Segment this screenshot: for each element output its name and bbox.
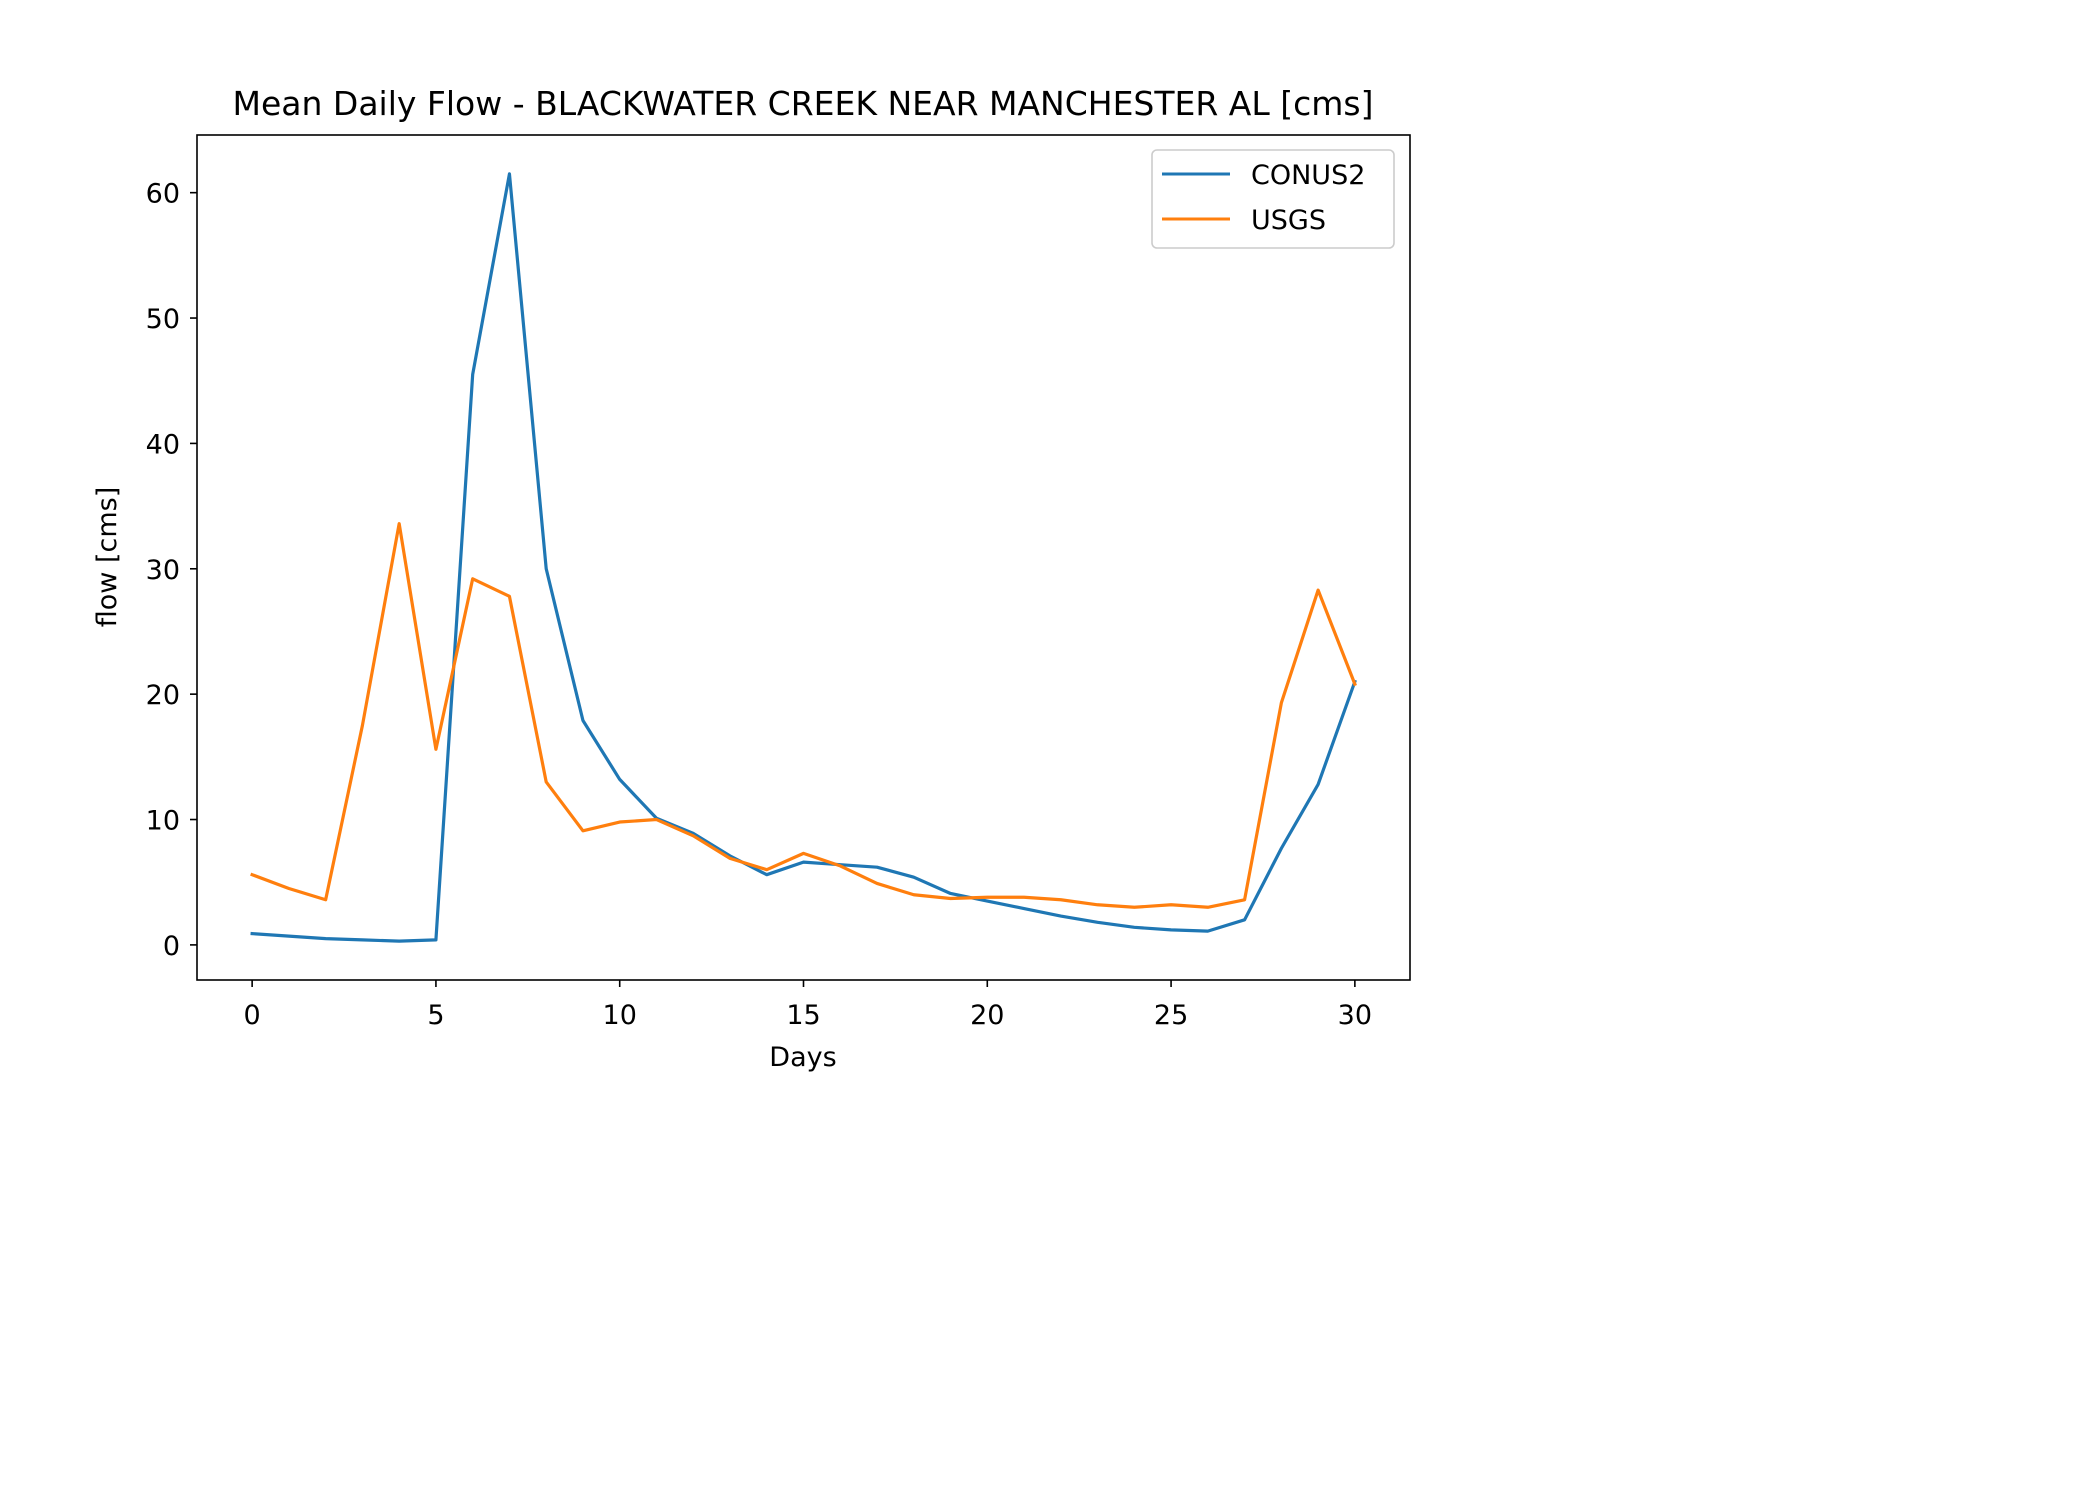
x-tick-label: 10 — [603, 1000, 637, 1031]
series-line-conus2 — [250, 172, 1357, 943]
y-axis-label: flow [cms] — [92, 487, 123, 627]
x-axis-label: Days — [769, 1042, 836, 1073]
x-tick-label: 20 — [970, 1000, 1004, 1031]
y-tick-label: 10 — [146, 806, 180, 837]
y-axis: 0 10 20 30 40 50 60 — [146, 179, 197, 962]
x-tick-label: 30 — [1338, 1000, 1372, 1031]
plot-area — [250, 172, 1357, 943]
legend-label-conus2: CONUS2 — [1251, 160, 1365, 191]
series-line-usgs — [250, 522, 1357, 909]
x-tick-label: 5 — [427, 1000, 444, 1031]
y-tick-label: 60 — [146, 179, 180, 210]
y-tick-label: 50 — [146, 304, 180, 335]
chart-title: Mean Daily Flow - BLACKWATER CREEK NEAR … — [233, 84, 1374, 123]
legend-label-usgs: USGS — [1251, 205, 1326, 236]
y-tick-label: 20 — [146, 680, 180, 711]
x-axis: 0 5 10 15 20 25 30 — [244, 980, 1372, 1031]
line-chart: Mean Daily Flow - BLACKWATER CREEK NEAR … — [92, 84, 1411, 1073]
y-tick-label: 30 — [146, 555, 180, 586]
y-tick-label: 40 — [146, 429, 180, 460]
x-tick-label: 15 — [786, 1000, 820, 1031]
legend: CONUS2 USGS — [1151, 149, 1395, 249]
x-tick-label: 0 — [244, 1000, 261, 1031]
x-tick-label: 25 — [1154, 1000, 1188, 1031]
y-tick-label: 0 — [163, 931, 180, 962]
